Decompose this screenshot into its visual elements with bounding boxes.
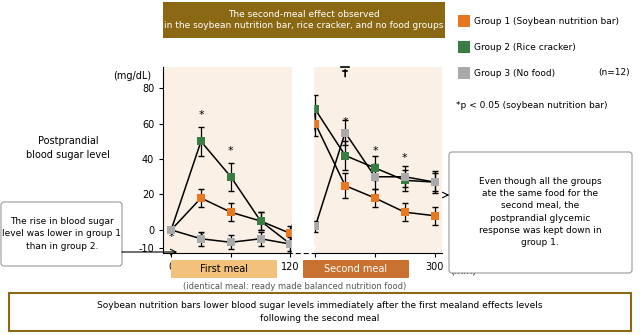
Point (310, 107, 321, 112)
Point (400, 209, 410, 215)
Point (340, 183, 350, 188)
Point (370, 195, 380, 201)
Text: (min): (min) (450, 266, 476, 276)
Point (310, 121, 321, 126)
Point (285, 242, 296, 247)
Text: Second meal: Second meal (324, 264, 388, 274)
Point (226, 174, 236, 180)
Bar (458, 15, 470, 27)
FancyBboxPatch shape (303, 260, 409, 278)
Text: First meal: First meal (200, 264, 248, 274)
Bar (292, 67, 314, 253)
Text: *p < 0.05 (soybean nutrition bar): *p < 0.05 (soybean nutrition bar) (456, 101, 607, 110)
Text: Group 1 (Soybean nutrition bar): Group 1 (Soybean nutrition bar) (474, 16, 619, 25)
Text: Group 3 (No food): Group 3 (No food) (474, 68, 555, 77)
Text: *: * (198, 232, 204, 242)
Text: Even though all the groups
ate the same food for the
second meal, the
postprandi: Even though all the groups ate the same … (479, 177, 602, 247)
Text: *: * (372, 145, 378, 155)
Point (226, 240, 236, 245)
Point (166, 227, 176, 232)
FancyBboxPatch shape (9, 293, 631, 331)
Text: The rise in blood sugar
level was lower in group 1
than in group 2.: The rise in blood sugar level was lower … (3, 217, 122, 251)
Text: Soybean nutrition bars lower blood sugar levels immediately after the first meal: Soybean nutrition bars lower blood sugar… (97, 301, 543, 323)
Text: The second-meal effect observed
in the soybean nutrition bar, rice cracker, and : The second-meal effect observed in the s… (164, 10, 444, 30)
Point (340, 130, 350, 135)
Point (196, 139, 206, 144)
Text: *: * (228, 145, 234, 155)
Point (370, 165, 380, 171)
Point (370, 174, 380, 180)
Point (166, 227, 176, 232)
FancyBboxPatch shape (449, 152, 632, 273)
Point (196, 236, 206, 242)
Point (196, 195, 206, 201)
Point (255, 218, 266, 224)
Point (400, 174, 410, 180)
Text: (mg/dL): (mg/dL) (113, 71, 151, 81)
Point (340, 153, 350, 158)
Point (285, 242, 296, 247)
Text: Group 2 (Rice cracker): Group 2 (Rice cracker) (474, 43, 576, 52)
Text: *: * (342, 117, 348, 127)
Point (429, 180, 440, 185)
Point (255, 218, 266, 224)
Point (255, 236, 266, 242)
Text: *: * (198, 110, 204, 120)
Point (310, 224, 321, 229)
Bar (163, 2, 445, 38)
FancyBboxPatch shape (1, 202, 122, 266)
Text: *: * (402, 153, 408, 162)
Point (400, 178, 410, 183)
Text: (identical meal: ready made balanced nutrition food): (identical meal: ready made balanced nut… (184, 282, 406, 291)
Point (226, 209, 236, 215)
Point (285, 231, 296, 236)
Point (429, 180, 440, 185)
Text: Postprandial
blood sugar level: Postprandial blood sugar level (26, 136, 110, 159)
Text: *: * (168, 232, 174, 242)
FancyBboxPatch shape (171, 260, 277, 278)
Point (429, 213, 440, 218)
Bar (458, 41, 470, 53)
Point (166, 227, 176, 232)
Bar (458, 67, 470, 79)
Text: (n=12): (n=12) (598, 68, 630, 77)
